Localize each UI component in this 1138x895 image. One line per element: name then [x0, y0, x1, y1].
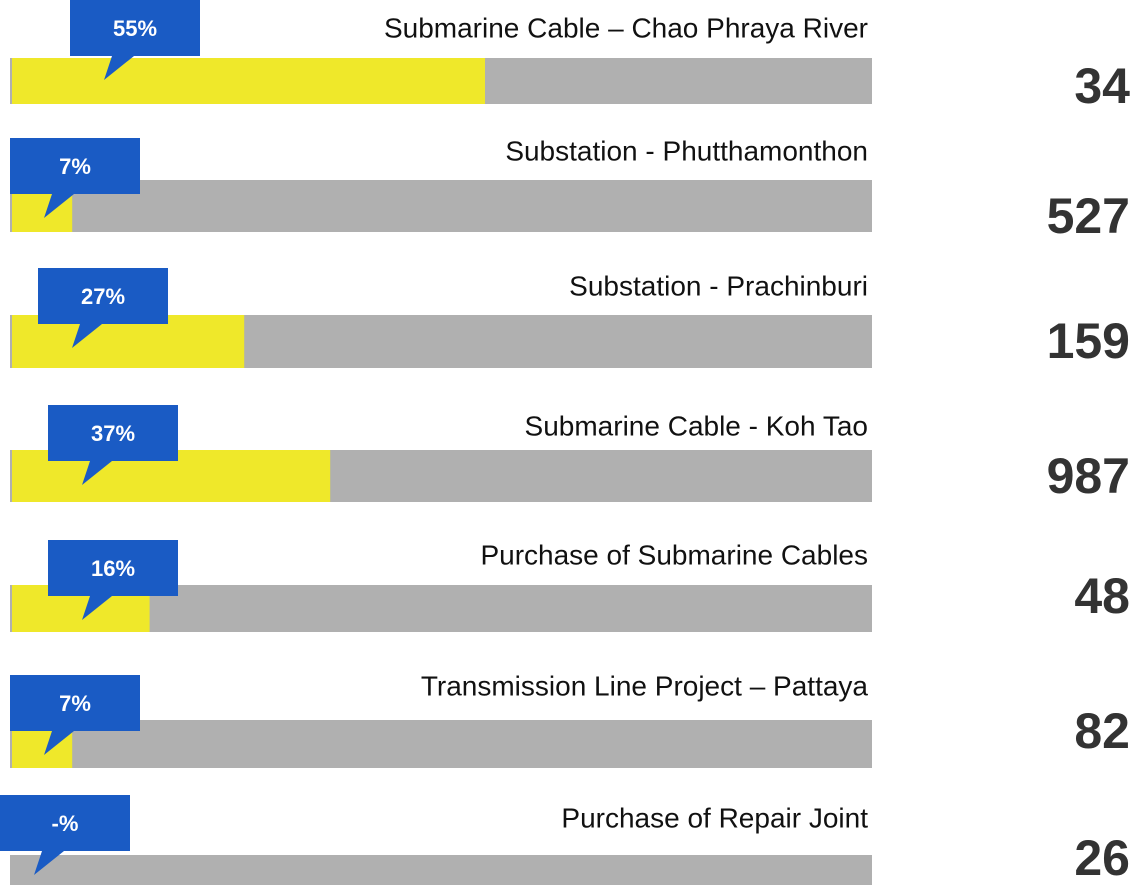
category-label: Substation - Phutthamonthon [505, 135, 868, 166]
percent-label: 55% [113, 16, 157, 41]
percent-label: 7% [59, 154, 91, 179]
percent-label: 7% [59, 691, 91, 716]
category-label: Submarine Cable - Koh Tao [525, 410, 868, 441]
progress-infographic: 55% Submarine Cable – Chao Phraya River 34… [0, 0, 1138, 895]
total-value: 34 [1074, 58, 1130, 114]
category-label: Purchase of Submarine Cables [480, 539, 868, 570]
total-value: 26 [1074, 830, 1130, 886]
total-value: 527 [1047, 188, 1130, 244]
category-label: Purchase of Repair Joint [561, 802, 868, 833]
category-label: Substation - Prachinburi [569, 270, 868, 301]
total-value: 82 [1074, 703, 1130, 759]
percent-label: 16% [91, 556, 135, 581]
percent-label: -% [52, 811, 79, 836]
category-label: Transmission Line Project – Pattaya [421, 670, 869, 701]
total-value: 987 [1047, 448, 1130, 504]
percent-label: 27% [81, 284, 125, 309]
progress-track [10, 855, 872, 885]
percent-label: 37% [91, 421, 135, 446]
progress-fill [12, 58, 485, 104]
total-value: 48 [1074, 568, 1130, 624]
category-label: Submarine Cable – Chao Phraya River [384, 12, 868, 43]
total-value: 159 [1047, 313, 1130, 369]
